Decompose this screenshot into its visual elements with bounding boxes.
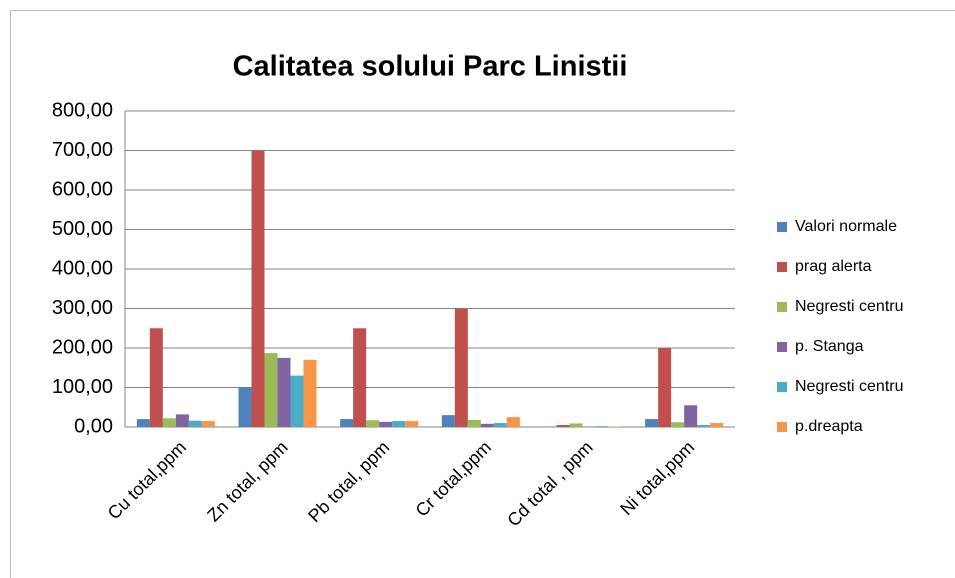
- bar: [710, 423, 724, 427]
- bar: [392, 421, 406, 427]
- bar: [264, 353, 278, 427]
- legend-swatch: [777, 342, 787, 352]
- y-tick-label: 0,00: [74, 415, 113, 437]
- y-tick-label: 200,00: [52, 336, 113, 358]
- legend-label: p.dreapta: [795, 418, 863, 435]
- bar: [340, 419, 354, 427]
- legend-swatch: [777, 382, 787, 392]
- bar: [366, 420, 380, 427]
- legend-label: Negresti centru: [795, 298, 904, 315]
- bar: [480, 423, 494, 427]
- x-tick-label: Cu total,ppm: [104, 437, 190, 523]
- bar: [658, 348, 672, 427]
- bar: [379, 421, 393, 427]
- legend-swatch: [777, 222, 787, 232]
- x-tick-label: Cr total,ppm: [412, 437, 495, 520]
- x-tick-label: Pb total, ppm: [304, 437, 393, 526]
- bar: [595, 426, 609, 427]
- bar: [277, 357, 291, 427]
- bar: [684, 405, 698, 427]
- bar: [162, 418, 176, 427]
- x-tick-label: Ni total,ppm: [616, 437, 698, 519]
- chart-frame: [10, 10, 955, 578]
- bar: [454, 308, 468, 427]
- bar: [353, 328, 367, 427]
- y-tick-label: 600,00: [52, 178, 113, 200]
- y-tick-label: 300,00: [52, 297, 113, 319]
- bar: [441, 415, 455, 427]
- bar: [290, 375, 304, 427]
- bar: [149, 328, 163, 427]
- bar: [303, 359, 317, 427]
- bar: [645, 419, 659, 427]
- legend-label: Valori normale: [795, 218, 897, 235]
- legend-label: prag alerta: [795, 258, 872, 275]
- bar: [467, 419, 481, 427]
- legend-swatch: [777, 422, 787, 432]
- bar: [506, 417, 520, 427]
- bar: [556, 425, 570, 427]
- legend-swatch: [777, 302, 787, 312]
- bar: [175, 414, 189, 427]
- legend-label: Negresti centru: [795, 378, 904, 395]
- bar: [493, 423, 507, 427]
- legend-label: p. Stanga: [795, 338, 864, 355]
- bar: [405, 421, 419, 427]
- y-tick-label: 400,00: [52, 257, 113, 279]
- y-tick-label: 700,00: [52, 139, 113, 161]
- bar: [569, 423, 583, 427]
- bar: [136, 419, 150, 427]
- x-tick-label: Cd total , ppm: [503, 437, 596, 530]
- chart-title: Calitatea solului Parc Linistii: [233, 51, 628, 83]
- bar: [201, 421, 215, 427]
- bar: [238, 387, 252, 427]
- bar: [188, 420, 202, 427]
- legend-swatch: [777, 262, 787, 272]
- bar: [251, 150, 265, 427]
- y-tick-label: 800,00: [52, 99, 113, 121]
- bar: [671, 422, 685, 427]
- y-tick-label: 500,00: [52, 218, 113, 240]
- y-tick-label: 100,00: [52, 376, 113, 398]
- bar: [697, 425, 711, 427]
- x-tick-label: Zn total, ppm: [203, 437, 291, 525]
